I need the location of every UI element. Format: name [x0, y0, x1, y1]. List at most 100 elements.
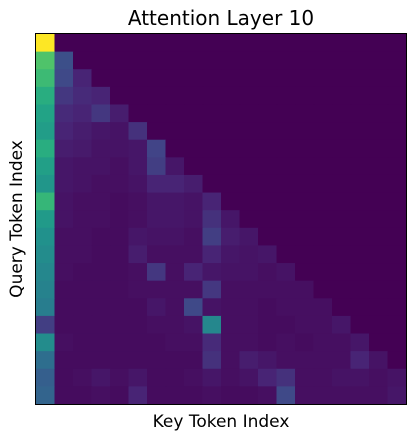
heatmap-cell [295, 34, 315, 53]
heatmap-cell [128, 280, 148, 299]
heatmap-cell [313, 263, 333, 282]
heatmap-cell [54, 351, 74, 370]
heatmap-cell [295, 298, 315, 317]
heatmap-cell [54, 315, 74, 335]
heatmap-cell [276, 174, 296, 194]
heatmap-cell [91, 280, 111, 299]
heatmap-cell [369, 157, 389, 176]
heatmap-cell [91, 139, 111, 158]
heatmap-cell [276, 245, 296, 264]
heatmap-cell [258, 227, 278, 247]
heatmap-cell [332, 351, 352, 370]
heatmap-cell [165, 386, 185, 405]
heatmap-cell [110, 104, 130, 123]
heatmap-cell [110, 86, 130, 106]
heatmap-cell [147, 298, 167, 317]
heatmap-cell [36, 280, 56, 299]
heatmap-cell [276, 280, 296, 299]
heatmap-cell [313, 280, 333, 299]
heatmap-cell [128, 157, 148, 176]
heatmap-cell [258, 34, 278, 53]
heatmap-cell [258, 139, 278, 158]
heatmap-cell [276, 157, 296, 176]
heatmap-cell [165, 122, 185, 141]
heatmap-cell [332, 315, 352, 335]
heatmap-cell [36, 333, 56, 352]
heatmap-cell [332, 227, 352, 247]
heatmap-cell [387, 263, 407, 282]
heatmap-cell [202, 51, 222, 70]
heatmap-cell [276, 368, 296, 387]
heatmap-cell [202, 34, 222, 53]
heatmap-cell [54, 51, 74, 70]
heatmap-cell [258, 51, 278, 70]
heatmap-cell [258, 351, 278, 370]
heatmap-cell [295, 69, 315, 88]
heatmap-cell [110, 157, 130, 176]
heatmap-cell [295, 315, 315, 335]
heatmap-cell [36, 192, 56, 211]
heatmap-cell [110, 298, 130, 317]
heatmap-cell [147, 245, 167, 264]
heatmap-cell [350, 174, 370, 194]
heatmap-cell [350, 69, 370, 88]
heatmap-cell [73, 245, 93, 264]
heatmap-cell [36, 139, 56, 158]
heatmap-cell [36, 104, 56, 123]
heatmap-cell [91, 192, 111, 211]
heatmap-cell [128, 34, 148, 53]
heatmap-cell [258, 192, 278, 211]
heatmap-cell [54, 245, 74, 264]
heatmap-cell [387, 315, 407, 335]
heatmap-cell [239, 104, 259, 123]
heatmap-cell [165, 69, 185, 88]
heatmap-cell [387, 139, 407, 158]
heatmap-cell [239, 298, 259, 317]
heatmap-cell [276, 386, 296, 405]
heatmap-cell [165, 298, 185, 317]
heatmap-cell [110, 386, 130, 405]
heatmap-cell [295, 51, 315, 70]
x-axis-label: Key Token Index [153, 412, 290, 432]
heatmap-cell [350, 280, 370, 299]
heatmap-cell [387, 51, 407, 70]
heatmap-cell [313, 245, 333, 264]
heatmap-cell [221, 386, 241, 405]
heatmap-cell [202, 263, 222, 282]
heatmap-cell [110, 122, 130, 141]
heatmap-cell [184, 263, 204, 282]
heatmap-cell [369, 227, 389, 247]
heatmap-cell [147, 315, 167, 335]
heatmap-cell [295, 263, 315, 282]
heatmap-cell [239, 157, 259, 176]
heatmap-cell [295, 86, 315, 106]
heatmap-cell [165, 51, 185, 70]
heatmap-cell [258, 104, 278, 123]
heatmap-cell [36, 298, 56, 317]
heatmap-cell [295, 245, 315, 264]
heatmap-cell [91, 315, 111, 335]
heatmap-cell [221, 122, 241, 141]
heatmap-cell [332, 174, 352, 194]
heatmap-cell [165, 210, 185, 229]
heatmap-cell [332, 122, 352, 141]
heatmap-cell [147, 104, 167, 123]
heatmap-cell [258, 69, 278, 88]
heatmap-cell [110, 333, 130, 352]
heatmap-cell [110, 34, 130, 53]
heatmap-cell [54, 227, 74, 247]
heatmap-cell [147, 386, 167, 405]
heatmap-cell [369, 245, 389, 264]
heatmap-cell [73, 174, 93, 194]
heatmap-cell [110, 351, 130, 370]
heatmap-cell [91, 386, 111, 405]
heatmap-cell [91, 210, 111, 229]
heatmap-cell [295, 157, 315, 176]
heatmap-cell [128, 122, 148, 141]
heatmap-cell [147, 263, 167, 282]
heatmap-cell [332, 104, 352, 123]
heatmap-cell [110, 69, 130, 88]
heatmap-cell [313, 104, 333, 123]
heatmap-cell [165, 315, 185, 335]
heatmap-cell [369, 104, 389, 123]
